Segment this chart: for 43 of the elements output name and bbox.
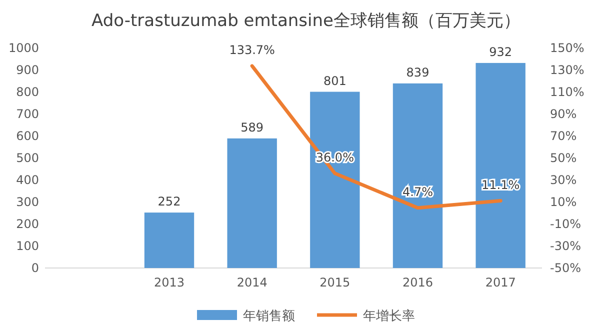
data-label: 133.7% — [229, 42, 275, 57]
bar — [144, 212, 194, 268]
y2-tick-label: 110% — [550, 84, 584, 99]
y-tick-label: 700 — [16, 106, 39, 121]
data-label: 801 — [323, 74, 346, 88]
y-tick-label: 0 — [31, 260, 39, 275]
y2-tick-label: -10% — [550, 216, 582, 231]
x-tick-label: 2013 — [154, 276, 185, 290]
data-label: 4.7% — [402, 184, 433, 199]
data-label: 11.1% — [482, 178, 520, 192]
x-tick-label: 2015 — [320, 276, 350, 290]
y2-tick-label: -50% — [550, 260, 582, 275]
y2-tick-label: 150% — [550, 40, 584, 55]
bar — [392, 83, 443, 268]
y-tick-label: 800 — [16, 84, 39, 99]
y2-tick-label: 90% — [550, 106, 577, 121]
data-label: 932 — [489, 44, 512, 59]
bar — [310, 92, 360, 268]
chart-title: Ado-trastuzumab emtansine全球销售额（百万美元） — [92, 11, 520, 31]
y2-tick-label: -30% — [550, 238, 582, 253]
bar — [476, 62, 526, 268]
y2-tick-label: 10% — [550, 194, 577, 209]
y-tick-label: 300 — [16, 194, 39, 209]
y2-tick-label: 70% — [550, 128, 577, 143]
y-tick-label: 500 — [16, 150, 39, 165]
data-label: 839 — [406, 65, 430, 80]
y-tick-label: 200 — [16, 216, 39, 231]
x-tick-label: 2016 — [402, 276, 434, 290]
y2-tick-label: 50% — [550, 150, 577, 165]
y2-tick-label: 30% — [550, 172, 577, 187]
bar — [227, 138, 277, 268]
y-tick-label: 900 — [16, 62, 39, 77]
y2-tick-label: 130% — [550, 62, 584, 77]
data-label: 252 — [158, 194, 181, 209]
y-tick-label: 400 — [16, 172, 39, 187]
x-tick-label: 2017 — [485, 276, 516, 290]
legend-label: 年增长率 — [363, 308, 415, 324]
legend-label: 年销售额 — [243, 309, 295, 324]
y-tick-label: 100 — [16, 238, 39, 253]
y-tick-label: 1000 — [8, 40, 39, 55]
data-label: 589 — [240, 120, 264, 134]
y-tick-label: 600 — [16, 128, 39, 143]
x-tick-label: 2014 — [236, 276, 268, 290]
